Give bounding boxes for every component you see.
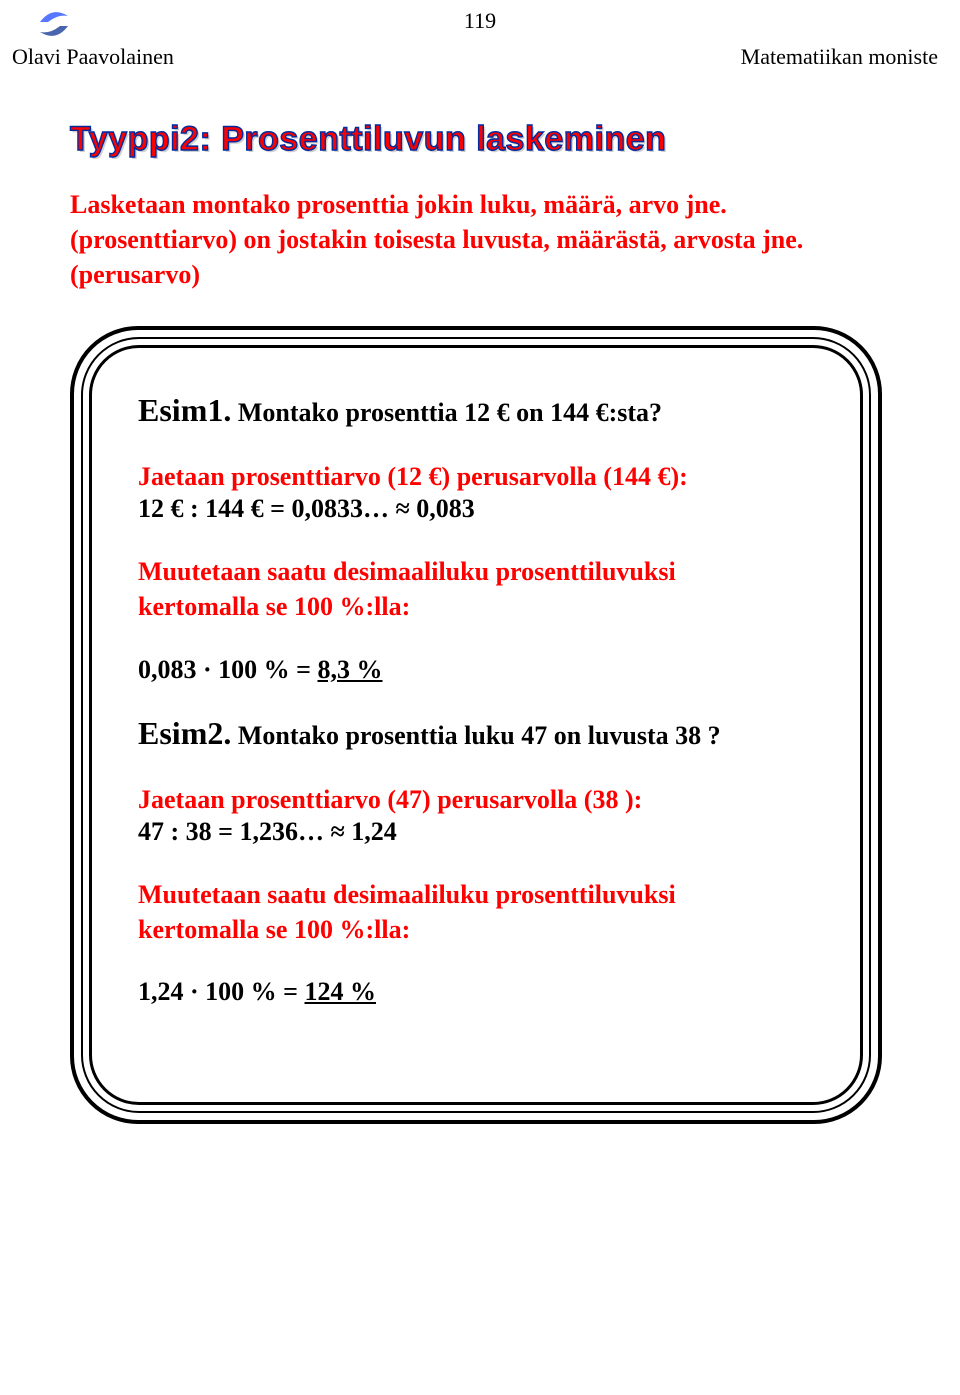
logo-icon	[30, 0, 78, 48]
example1-step1-heading: Jaetaan prosenttiarvo (12 €) perusarvoll…	[138, 459, 814, 494]
example-box-mid: Esim1. Montako prosenttia 12 € on 144 €:…	[81, 337, 871, 1113]
example2-result-prefix: 1,24 · 100 % =	[138, 977, 305, 1006]
page-number: 119	[0, 8, 960, 34]
example-box-inner: Esim1. Montako prosenttia 12 € on 144 €:…	[89, 345, 863, 1105]
example2-step1-heading: Jaetaan prosenttiarvo (47) perusarvolla …	[138, 782, 814, 817]
intro-line: (perusarvo)	[70, 257, 890, 292]
example1-question: Montako prosenttia 12 € on 144 €:sta?	[231, 398, 662, 427]
example1-result-prefix: 0,083 · 100 % =	[138, 655, 318, 684]
example2-result: 1,24 · 100 % = 124 %	[138, 977, 814, 1007]
example2-step2-heading-a: Muutetaan saatu desimaaliluku prosenttil…	[138, 877, 814, 912]
header-author: Olavi Paavolainen	[12, 44, 174, 70]
example2-heading: Esim2. Montako prosenttia luku 47 on luv…	[138, 715, 814, 752]
example1-heading: Esim1. Montako prosenttia 12 € on 144 €:…	[138, 392, 814, 429]
example2-result-value: 124 %	[305, 977, 377, 1006]
section-title: Tyyppi2: Prosenttiluvun laskeminen	[70, 120, 890, 159]
example2-label: Esim2.	[138, 715, 231, 751]
example2-step2-heading-b: kertomalla se 100 %:lla:	[138, 912, 814, 947]
example1-result-value: 8,3 %	[318, 655, 383, 684]
example1-step2-heading-b: kertomalla se 100 %:lla:	[138, 589, 814, 624]
example-box-outer: Esim1. Montako prosenttia 12 € on 144 €:…	[70, 326, 882, 1124]
intro-line: Lasketaan montako prosenttia jokin luku,…	[70, 187, 890, 222]
example1-result: 0,083 · 100 % = 8,3 %	[138, 655, 814, 685]
example2-question: Montako prosenttia luku 47 on luvusta 38…	[231, 721, 720, 750]
intro-text: Lasketaan montako prosenttia jokin luku,…	[70, 187, 890, 292]
example1-step1-calc: 12 € : 144 € = 0,0833… ≈ 0,083	[138, 494, 814, 524]
example1-label: Esim1.	[138, 392, 231, 428]
header-title: Matematiikan moniste	[741, 44, 938, 70]
page: 119 Olavi Paavolainen Matematiikan monis…	[0, 0, 960, 1395]
example1-step2-heading-a: Muutetaan saatu desimaaliluku prosenttil…	[138, 554, 814, 589]
example2-step1-calc: 47 : 38 = 1,236… ≈ 1,24	[138, 817, 814, 847]
intro-line: (prosenttiarvo) on jostakin toisesta luv…	[70, 222, 890, 257]
